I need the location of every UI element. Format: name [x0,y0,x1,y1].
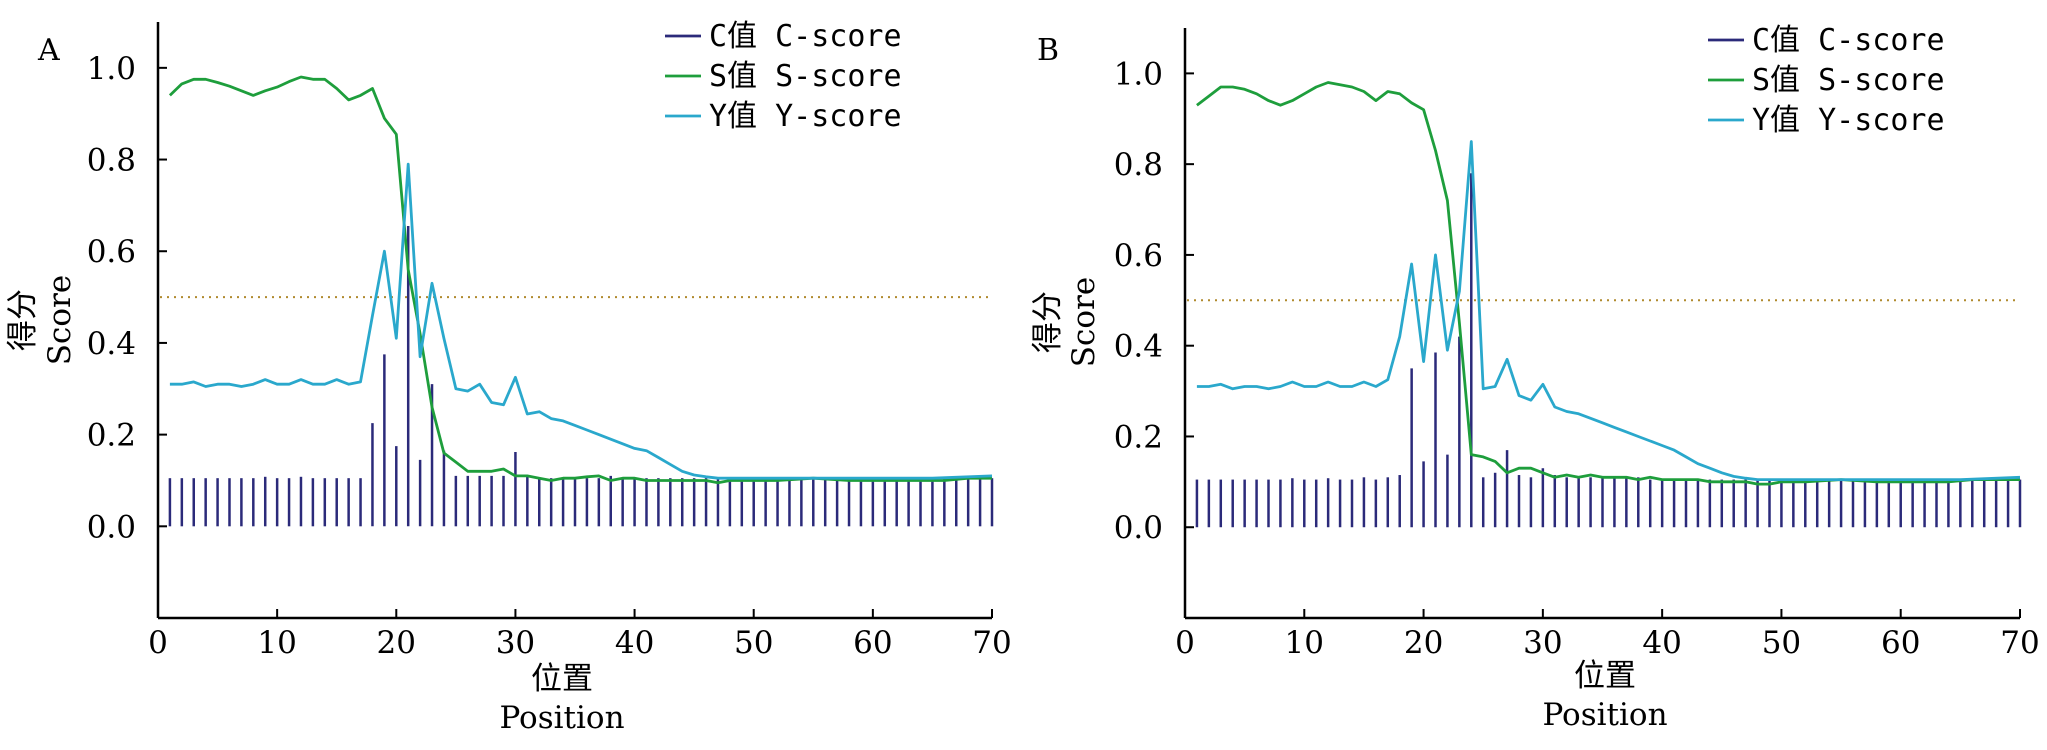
chart-panel-a: A 0 10 20 30 40 50 60 70 0.0 0.2 0.4 0.6 0.8 1.0 位置Posi… [5,19,1012,736]
legend-label-y-score: Y值 Y-score [1752,103,1945,138]
x-tick-label: 30 [1523,625,1562,661]
x-axis-title-en: Position [499,700,624,736]
x-tick-label: 40 [1642,625,1681,661]
x-axis-title-en: Position [1542,697,1667,733]
x-tick-label: 50 [734,625,773,661]
panel-label: A [37,33,60,68]
y-tick-label: 0.6 [87,234,136,270]
y-tick-label: 0.6 [1114,238,1163,274]
legend-label-s-score: S值 S-score [1752,63,1945,98]
legend-label-c-score: C值 C-score [709,19,902,54]
x-tick-label: 30 [496,625,535,661]
x-axis-title: 位置 [1574,658,1636,694]
x-tick-label: 60 [853,625,892,661]
chart-panel-b: B 0 10 20 30 40 50 60 70 0.0 0.2 0.4 0.6 0.8 1.0 位置Posi… [1030,23,2040,733]
y-score-line [169,162,993,480]
panel-label: B [1037,33,1059,68]
legend-label-c-score: C值 C-score [1752,23,1945,58]
y-tick-label: 0.0 [87,509,136,545]
y-axis-title: 得分 [5,289,41,351]
y-tick-label: 1.0 [1114,56,1163,92]
y-axis-title: 得分 [1030,291,1066,353]
y-tick-label: 0.8 [87,143,136,179]
x-tick-label: 0 [148,625,168,661]
y-tick-label: 0.0 [1114,510,1163,546]
y-tick-label: 0.8 [1114,147,1163,183]
y-axis-title-en: Score [42,275,78,365]
y-tick-label: 0.2 [87,418,136,454]
s-score-line [168,75,992,485]
x-tick-label: 50 [1762,625,1801,661]
x-tick-label: 0 [1175,625,1195,661]
y-score-line [1196,140,2021,482]
y-axis-title-en: Score [1066,277,1102,367]
x-tick-label: 70 [972,625,1011,661]
legend-label-y-score: Y值 Y-score [709,99,902,134]
x-tick-label: 10 [1285,625,1324,661]
y-tick-label: 0.2 [1114,419,1163,455]
x-tick-label: 40 [615,625,654,661]
y-tick-label: 1.0 [87,51,136,87]
x-tick-label: 70 [2000,625,2039,661]
x-tick-label: 60 [1881,625,1920,661]
y-tick-label: 0.4 [1114,329,1163,365]
x-tick-label: 10 [257,625,296,661]
x-axis-title: 位置 [531,661,593,697]
y-tick-label: 0.4 [87,326,136,362]
legend-label-s-score: S值 S-score [709,59,902,94]
x-tick-label: 20 [1404,625,1443,661]
s-score-line [1196,81,2020,486]
x-tick-label: 20 [377,625,416,661]
